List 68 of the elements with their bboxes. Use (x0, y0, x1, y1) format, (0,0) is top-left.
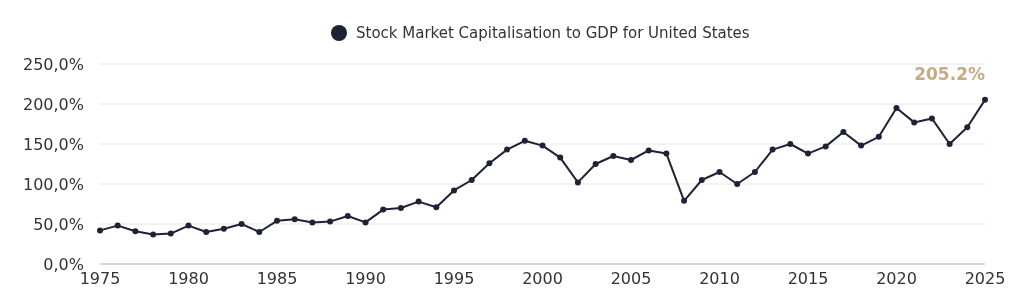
point (185, 222, 192, 229)
x-tick-label: 2015 (787, 269, 829, 288)
point (433, 204, 440, 211)
point (928, 115, 935, 122)
y-tick-label: 50,0% (33, 214, 84, 234)
point (911, 119, 918, 126)
point (610, 153, 617, 159)
y-tick-label: 100,0% (22, 174, 84, 194)
point (964, 124, 971, 131)
point (415, 198, 422, 205)
point (645, 147, 652, 154)
point (681, 197, 688, 204)
point (982, 96, 988, 103)
point (114, 222, 121, 229)
x-tick-label: 2025 (964, 269, 1006, 288)
x-tick-label: 1985 (256, 269, 298, 288)
point (344, 213, 351, 219)
point (97, 227, 103, 234)
x-tick-label: 1980 (168, 269, 209, 288)
point (769, 146, 776, 153)
point (327, 218, 334, 225)
point (893, 105, 900, 111)
point (291, 216, 298, 223)
point (238, 221, 245, 227)
point (787, 141, 794, 147)
point (486, 160, 493, 167)
point (875, 133, 882, 140)
point (150, 231, 157, 238)
point (451, 187, 457, 194)
point (698, 177, 705, 183)
point (167, 230, 174, 237)
x-tick-label: 1995 (433, 269, 475, 288)
point (574, 179, 581, 186)
annotation: 205.2% (914, 63, 985, 84)
point (220, 225, 227, 232)
point (380, 206, 387, 213)
point (521, 137, 528, 144)
y-tick-label: 150,0% (22, 134, 84, 154)
point (734, 181, 741, 187)
point (256, 229, 263, 235)
x-tick-label: 2000 (522, 269, 563, 288)
point (840, 129, 847, 135)
point (557, 154, 564, 161)
point (663, 150, 670, 157)
point (592, 161, 599, 167)
point (628, 157, 634, 163)
point (822, 143, 829, 150)
point (274, 217, 280, 224)
point (805, 150, 811, 157)
point (539, 142, 546, 149)
point (858, 142, 865, 149)
point (203, 229, 210, 235)
point (716, 169, 723, 175)
legend-label: Stock Market Capitalisation to GDP for United States (356, 24, 750, 43)
x-tick-label: 2010 (699, 269, 740, 288)
point (504, 146, 511, 153)
point (132, 228, 139, 235)
point (751, 169, 758, 175)
x-tick-label: 2020 (876, 269, 917, 288)
point (309, 219, 316, 226)
y-tick-label: 200,0% (22, 94, 84, 114)
point (397, 205, 404, 211)
point (362, 219, 369, 226)
x-tick-label: 2005 (610, 269, 652, 288)
point (468, 177, 475, 183)
y-tick-label: 250,0% (22, 54, 84, 74)
point (946, 141, 953, 147)
x-tick-label: 1990 (345, 269, 386, 288)
